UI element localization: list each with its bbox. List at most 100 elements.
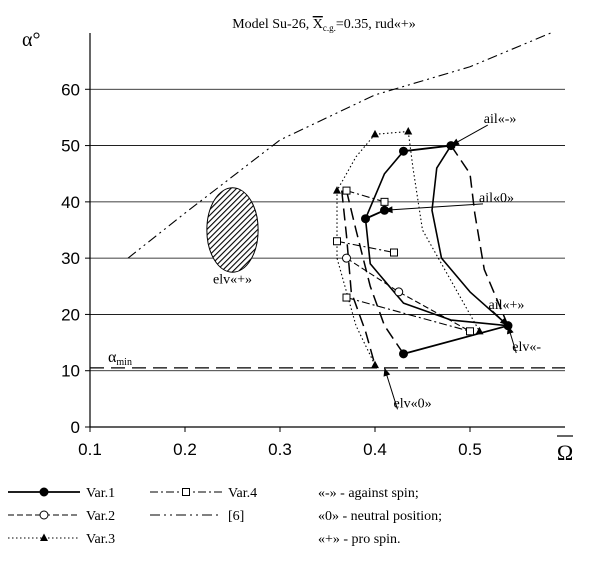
series-var-1-point-5 (399, 349, 408, 359)
boundary-curve-0 (431, 145, 509, 327)
annotation-arrowhead-1 (384, 206, 393, 214)
title-text: Model Su-26, Xc.g.=0.35, rud«+» (232, 17, 416, 33)
annotation-label-0: ail«-» (484, 112, 517, 127)
series-var-4-point-3 (390, 248, 398, 257)
series-var-4-line-0 (346, 190, 385, 203)
series-var-3-line-2 (407, 131, 480, 332)
legend-note-2: «+» - pro spin. (318, 532, 401, 547)
annotation-label-3: elv«- (512, 340, 541, 355)
x-tick-label-3: 0.4 (363, 440, 387, 459)
y-tick-label-40: 40 (61, 193, 80, 212)
x-tick-label-2: 0.3 (268, 440, 292, 459)
chart-title: Model Su-26, Xc.g.=0.35, rud«+» (232, 17, 416, 33)
grid (85, 88, 565, 432)
y-tick-label-20: 20 (61, 305, 80, 324)
alpha-min-layer: αmin (90, 349, 565, 369)
legend-item-var-2: Var.2 (8, 509, 115, 524)
legend-marker-var-4 (182, 488, 190, 496)
legend-marker-var-3 (40, 533, 48, 541)
y-tick-label-10: 10 (61, 362, 80, 381)
x-tick-label-1: 0.2 (173, 440, 197, 459)
series-var-4-point-0 (342, 186, 351, 195)
x-tick-label-4: 0.5 (458, 440, 482, 459)
series-6-line-0 (127, 32, 551, 259)
series-lines (127, 32, 551, 369)
legend-item-var-4: Var.4 (150, 486, 257, 501)
series-var-3-point-1 (404, 127, 413, 135)
title-prefix: Model Su-26, (232, 17, 313, 32)
legend-label-var-2: Var.2 (86, 509, 115, 524)
legend-label-6: [6] (228, 509, 244, 524)
legend-label-var-1: Var.1 (86, 486, 115, 501)
series-var-2-point-0 (342, 253, 351, 263)
series-var-3-point-3 (371, 360, 379, 369)
legend-label-var-4: Var.4 (228, 486, 257, 501)
series-var-4-point-1 (380, 197, 389, 206)
x-tick-labels: 0.1 0.2 0.3 0.4 0.5 (78, 440, 482, 459)
annotation-label-1: ail«0» (479, 191, 514, 206)
series-var-1-point-2 (361, 214, 370, 224)
y-tick-labels: 0 10 20 30 40 50 60 (61, 80, 80, 437)
series-var-1-line-0 (403, 144, 452, 153)
y-tick-label-0: 0 (71, 418, 80, 437)
annotation-arrowhead-0 (451, 138, 460, 146)
boundary-curves (341, 145, 509, 366)
legend-note-0: «-» - against spin; (318, 486, 419, 501)
y-tick-label-60: 60 (61, 80, 80, 99)
series-var-2 (342, 253, 471, 332)
legend-item-var-1: Var.1 (8, 486, 115, 501)
series-var-2-point-1 (394, 287, 404, 297)
hatched-ellipse (206, 187, 259, 273)
legend-marker-var-2 (39, 510, 49, 520)
title-var-sub: c.g. (323, 23, 336, 33)
series-var-3-point-0 (371, 129, 379, 138)
legend-note-1: «0» - neutral position; (318, 509, 442, 524)
legend: Var.1 Var.2 Var.3 Var.4 [6] «-» - against spi… (8, 486, 442, 547)
annotation-label-2: ail«+» (489, 298, 525, 313)
ellipse-layer: elv«+» (206, 187, 259, 287)
y-axis-label: α° (22, 29, 40, 51)
series-var-3 (333, 127, 484, 369)
title-var-value: =0.35, rud«+» (336, 17, 416, 32)
legend-marker-var-1 (39, 487, 49, 497)
series-var-4-point-2 (333, 237, 341, 246)
annotation-arrowhead-2 (499, 317, 508, 326)
y-tick-label-50: 50 (61, 137, 80, 156)
alpha-min-sub: min (116, 357, 132, 368)
x-tick-label-0: 0.1 (78, 440, 102, 459)
annotation-arrowhead-3 (506, 325, 514, 335)
x-axis-label: Ω (557, 440, 573, 465)
series-var-3-line-1 (336, 133, 376, 366)
boundary-curve-1 (364, 150, 509, 327)
series-var-4-point-4 (342, 293, 351, 302)
boundary-curve-4 (341, 190, 376, 366)
series-6 (127, 32, 551, 259)
series-var-4-line-1 (336, 240, 395, 254)
series-var-3-line-0 (374, 130, 409, 135)
annotations: ail«-» ail«0» ail«+» elv«- elv«0» (383, 112, 541, 411)
series-var-4-point-5 (466, 327, 474, 336)
alpha-min-label: αmin (108, 349, 132, 368)
annotation-arrow-line-1 (384, 203, 484, 211)
series-var-4 (333, 186, 474, 336)
ellipse-label: elv«+» (213, 272, 252, 287)
series-var-1-point-0 (399, 146, 408, 156)
series-var-1-line-2 (403, 324, 509, 355)
series-var-1 (361, 141, 513, 359)
alpha-min-main: α (108, 349, 117, 366)
series-var-4-line-2 (346, 297, 471, 332)
series-var-2-line-0 (346, 257, 471, 332)
boundary-curve-3 (345, 190, 405, 355)
series-var-3-point-4 (475, 326, 484, 335)
y-tick-label-30: 30 (61, 249, 80, 268)
annotation-arrowhead-4 (383, 367, 391, 377)
boundary-curve-2 (450, 145, 509, 326)
legend-item-var-3: Var.3 (8, 532, 115, 547)
legend-label-var-3: Var.3 (86, 532, 115, 547)
legend-item-6: [6] (150, 509, 244, 524)
annotation-label-4: elv«0» (394, 396, 432, 411)
x-axis-label-group: Ω (557, 435, 573, 465)
series-var-3-point-2 (333, 186, 341, 194)
title-var-letter: X (313, 17, 323, 32)
